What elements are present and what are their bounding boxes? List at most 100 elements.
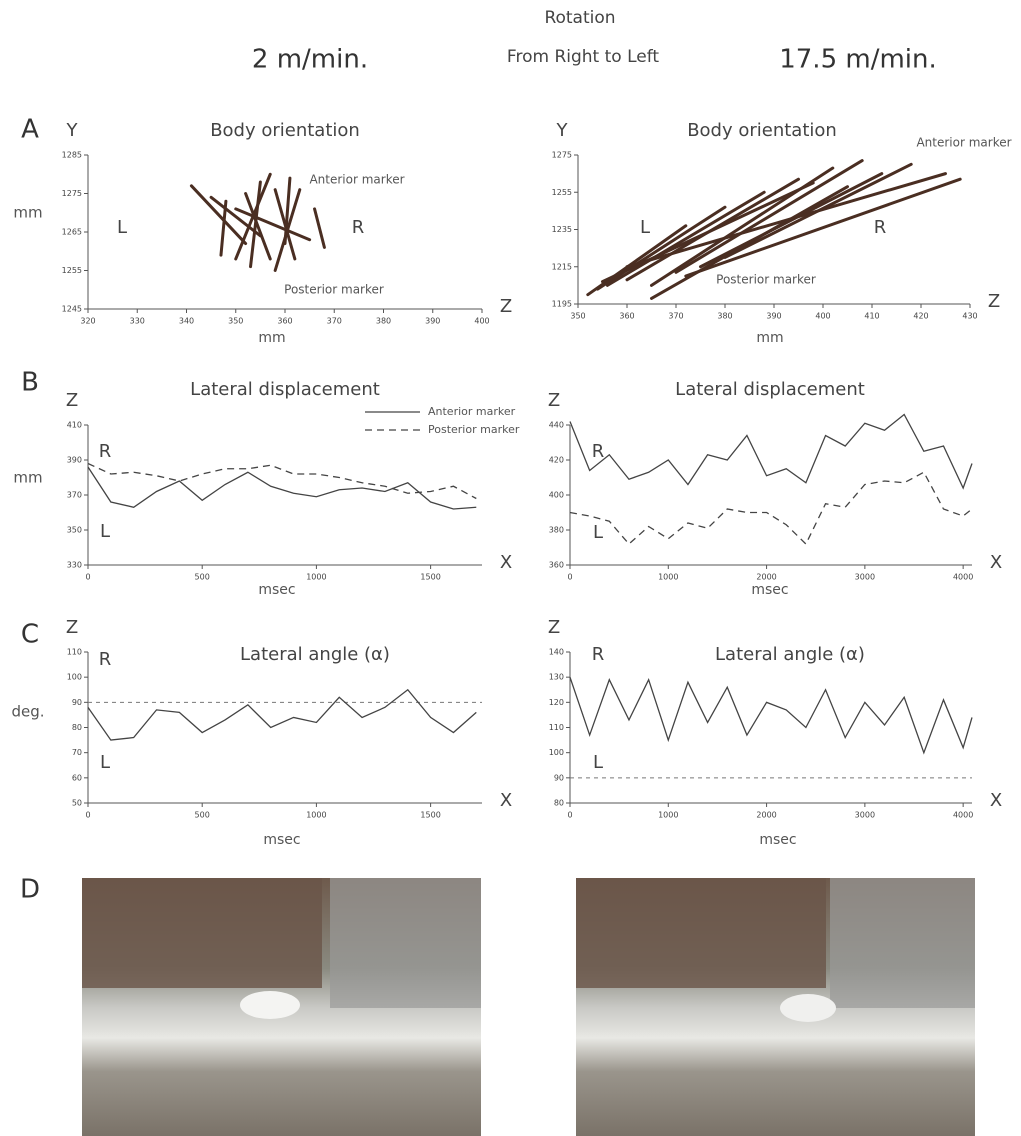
x-tick-label: 1000 xyxy=(658,573,678,582)
panel-letter: C xyxy=(21,620,39,650)
chart-title: Lateral angle (α) xyxy=(715,644,865,665)
x-axis-label: msec xyxy=(759,832,796,848)
units-label: deg. xyxy=(11,703,44,721)
chart-title: Body orientation xyxy=(210,120,360,141)
series-line xyxy=(87,688,477,741)
y-tick-label: 110 xyxy=(549,723,564,732)
x-axis-label: msec xyxy=(751,582,788,598)
body-stick xyxy=(234,172,272,261)
side-label: R xyxy=(874,217,887,238)
y-tick-label: 1195 xyxy=(552,300,572,309)
annotation: Posterior marker xyxy=(284,283,384,297)
x-axis-end-label: Z xyxy=(988,291,1000,312)
y-tick-label: 410 xyxy=(67,421,82,430)
x-tick-label: 320 xyxy=(80,317,95,326)
body-stick xyxy=(684,177,962,278)
x-tick-label: 370 xyxy=(668,312,683,321)
y-axis-label: Z xyxy=(548,390,560,411)
body-stick xyxy=(189,184,248,246)
body-stick xyxy=(313,207,326,249)
x-tick-label: 1500 xyxy=(420,573,440,582)
panel-letter: B xyxy=(21,368,39,398)
y-tick-label: 50 xyxy=(72,799,82,808)
body-stick xyxy=(596,205,727,291)
left-speed: 2 m/min. xyxy=(252,45,368,75)
y-tick-label: 1255 xyxy=(62,266,82,275)
y-tick-label: 100 xyxy=(549,748,564,757)
chart-title: Lateral angle (α) xyxy=(240,644,390,665)
x-axis-label: mm xyxy=(756,330,783,346)
x-tick-label: 0 xyxy=(85,573,90,582)
y-tick-label: 90 xyxy=(72,698,82,707)
side-label: L xyxy=(593,752,603,773)
x-tick-label: 1000 xyxy=(658,811,678,820)
x-tick-label: 390 xyxy=(425,317,440,326)
header-title: Rotation xyxy=(544,8,615,28)
x-tick-label: 400 xyxy=(474,317,489,326)
x-tick-label: 430 xyxy=(962,312,977,321)
y-tick-label: 1235 xyxy=(552,225,572,234)
y-axis-label: Z xyxy=(66,390,78,411)
y-tick-label: 80 xyxy=(72,723,82,732)
y-tick-label: 330 xyxy=(67,561,82,570)
x-tick-label: 3000 xyxy=(855,573,875,582)
body-stick xyxy=(601,181,815,284)
x-tick-label: 2000 xyxy=(756,573,776,582)
annotation: Anterior marker xyxy=(309,173,404,187)
units-label: mm xyxy=(13,204,42,222)
y-tick-label: 360 xyxy=(549,561,564,570)
legend-label: Anterior marker xyxy=(428,405,516,418)
y-axis-label: Y xyxy=(556,120,569,141)
side-label: R xyxy=(592,441,605,462)
body-stick xyxy=(244,192,272,261)
y-tick-label: 90 xyxy=(554,773,564,782)
y-tick-label: 1275 xyxy=(552,151,572,160)
annotation: Anterior marker xyxy=(916,136,1011,150)
x-tick-label: 500 xyxy=(195,573,210,582)
x-tick-label: 3000 xyxy=(855,811,875,820)
x-tick-label: 0 xyxy=(567,573,572,582)
body-stick xyxy=(605,190,766,287)
side-label: R xyxy=(352,217,365,238)
y-tick-label: 400 xyxy=(549,491,564,500)
y-tick-label: 100 xyxy=(67,673,82,682)
series-line xyxy=(87,462,477,500)
body-stick xyxy=(209,195,262,238)
x-tick-label: 360 xyxy=(619,312,634,321)
y-axis-label: Y xyxy=(66,120,79,141)
y-tick-label: 1245 xyxy=(62,305,82,314)
y-tick-label: 70 xyxy=(72,748,82,757)
chart-title: Lateral displacement xyxy=(675,379,865,400)
y-tick-label: 380 xyxy=(549,526,564,535)
y-axis-label: Z xyxy=(548,617,560,638)
panel-letter: A xyxy=(21,115,39,145)
y-tick-label: 1255 xyxy=(552,188,572,197)
y-tick-label: 130 xyxy=(549,673,564,682)
x-tick-label: 1000 xyxy=(306,573,326,582)
x-tick-label: 400 xyxy=(815,312,830,321)
x-tick-label: 0 xyxy=(567,811,572,820)
body-stick xyxy=(249,180,262,269)
x-tick-label: 4000 xyxy=(953,811,973,820)
series-line xyxy=(569,413,973,490)
y-tick-label: 1215 xyxy=(552,262,572,271)
x-tick-label: 410 xyxy=(864,312,879,321)
x-tick-label: 2000 xyxy=(756,811,776,820)
panel-letter: D xyxy=(20,875,40,905)
legend-label: Posterior marker xyxy=(428,423,520,436)
body-stick xyxy=(674,159,864,274)
side-label: R xyxy=(99,649,112,670)
side-label: L xyxy=(117,217,127,238)
x-tick-label: 420 xyxy=(913,312,928,321)
x-tick-label: 500 xyxy=(195,811,210,820)
y-tick-label: 1275 xyxy=(62,189,82,198)
x-tick-label: 360 xyxy=(277,317,292,326)
body-stick xyxy=(234,207,312,242)
series-line xyxy=(569,471,973,546)
body-stick xyxy=(650,185,849,300)
x-tick-label: 380 xyxy=(376,317,391,326)
x-axis-label: mm xyxy=(258,330,285,346)
y-tick-label: 420 xyxy=(549,456,564,465)
y-tick-label: 140 xyxy=(549,648,564,657)
side-label: L xyxy=(640,217,650,238)
